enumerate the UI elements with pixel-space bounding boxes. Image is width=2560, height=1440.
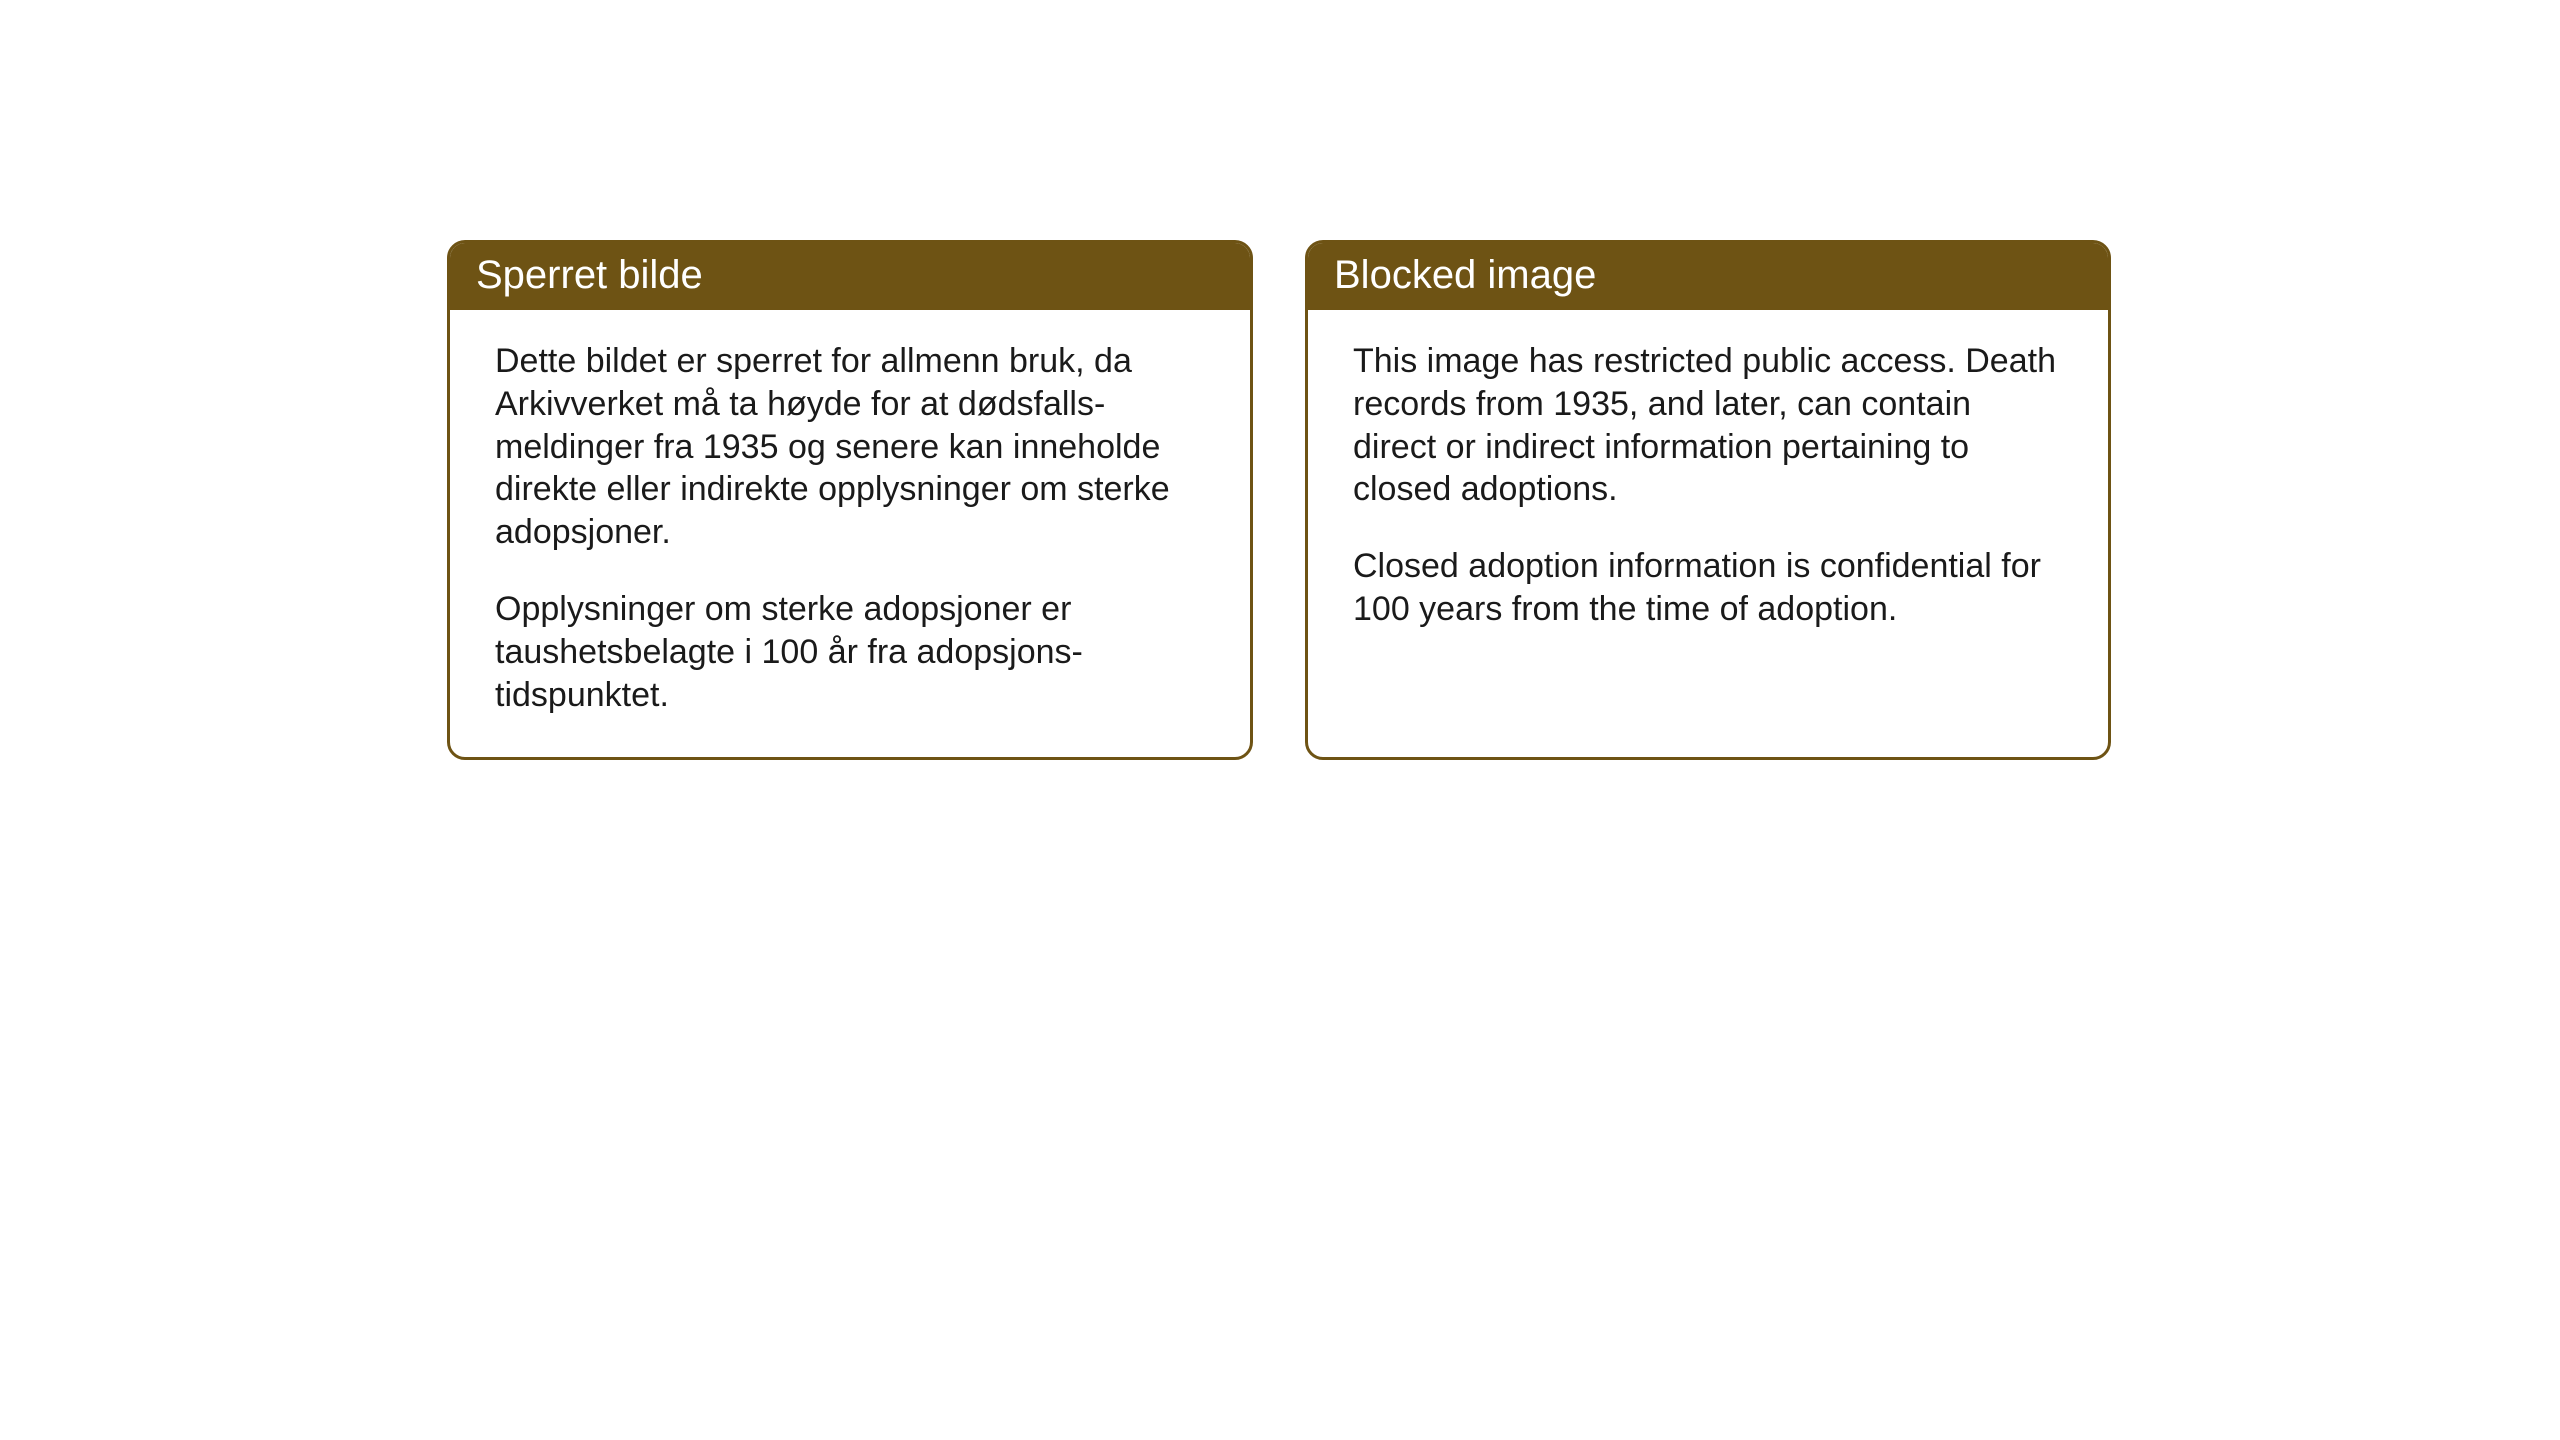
card-paragraph: Closed adoption information is confident… <box>1353 545 2063 631</box>
card-paragraph: This image has restricted public access.… <box>1353 340 2063 511</box>
notice-cards-container: Sperret bilde Dette bildet er sperret fo… <box>447 240 2560 760</box>
card-header: Sperret bilde <box>450 243 1250 310</box>
card-paragraph: Dette bildet er sperret for allmenn bruk… <box>495 340 1205 554</box>
card-paragraph: Opplysninger om sterke adopsjoner er tau… <box>495 588 1205 716</box>
notice-card-english: Blocked image This image has restricted … <box>1305 240 2111 760</box>
card-title: Sperret bilde <box>476 253 703 297</box>
card-header: Blocked image <box>1308 243 2108 310</box>
card-body: This image has restricted public access.… <box>1308 310 2108 728</box>
card-title: Blocked image <box>1334 253 1596 297</box>
card-body: Dette bildet er sperret for allmenn bruk… <box>450 310 1250 757</box>
notice-card-norwegian: Sperret bilde Dette bildet er sperret fo… <box>447 240 1253 760</box>
